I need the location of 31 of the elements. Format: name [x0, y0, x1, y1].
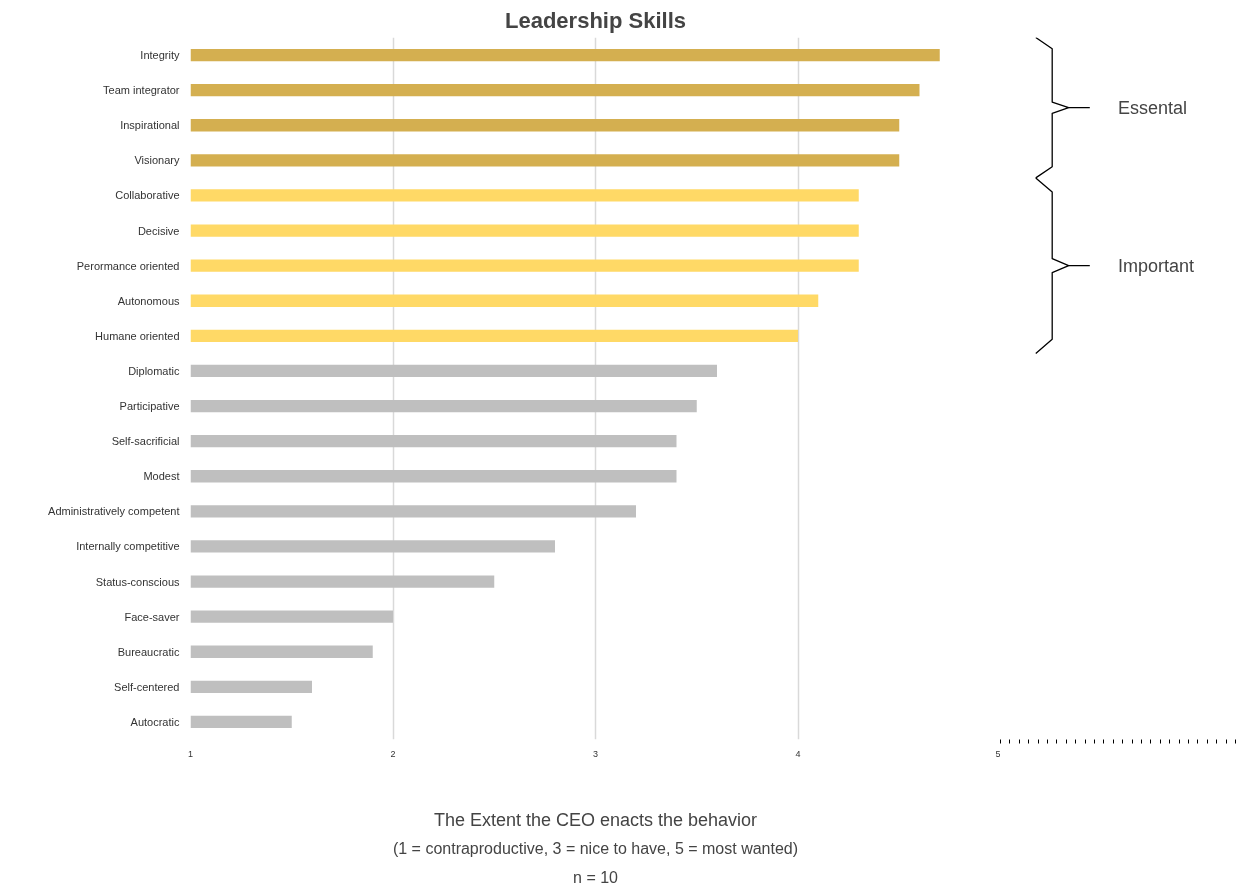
y-tick-label: Humane oriented: [95, 329, 180, 342]
x-axis-title: The Extent the CEO enacts the behavior: [433, 809, 758, 830]
y-tick-label: Status-conscious: [95, 575, 180, 588]
y-tick-label: Inspirational: [120, 119, 180, 132]
text: (1 = contraproductive, 3 = nice to have, 5 = most wanted): [392, 839, 799, 857]
y-tick-label: Diplomatic: [128, 364, 180, 377]
y-tick-label: Visionary: [134, 154, 180, 167]
y-tick-label: Self-centered: [114, 680, 180, 693]
y-tick-label: Modest: [143, 470, 180, 483]
y-tick-label: Participative: [119, 400, 180, 413]
y-tick-label: Bureaucratic: [117, 645, 180, 658]
y-tick-label: Collaborative: [115, 189, 180, 202]
y-tick-label: Autonomous: [117, 294, 180, 307]
x-tick-label: 4: [795, 748, 801, 759]
y-tick-label: Integrity: [140, 49, 180, 62]
y-tick-label: Autocratic: [130, 715, 180, 728]
x-tick-label: 1: [188, 748, 194, 759]
y-tick-label: Decisive: [137, 224, 180, 237]
text: n = 10: [573, 868, 619, 886]
y-tick-label: Administratively competent: [48, 505, 180, 518]
x-tick-label: 5: [995, 748, 1001, 759]
x-tick-label: 3: [593, 748, 599, 759]
y-tick-label: Face-saver: [124, 610, 180, 623]
y-tick-label: Self-sacrificial: [111, 435, 180, 448]
chart-title: Leadership Skills: [505, 7, 686, 33]
x-tick-label: 2: [390, 748, 396, 759]
y-tick-label: Team integrator: [103, 84, 180, 97]
y-tick-label: Internally competitive: [76, 540, 180, 553]
text: Important: [1118, 255, 1195, 276]
text: Essental: [1118, 97, 1188, 118]
y-tick-label: Perormance oriented: [76, 259, 180, 272]
